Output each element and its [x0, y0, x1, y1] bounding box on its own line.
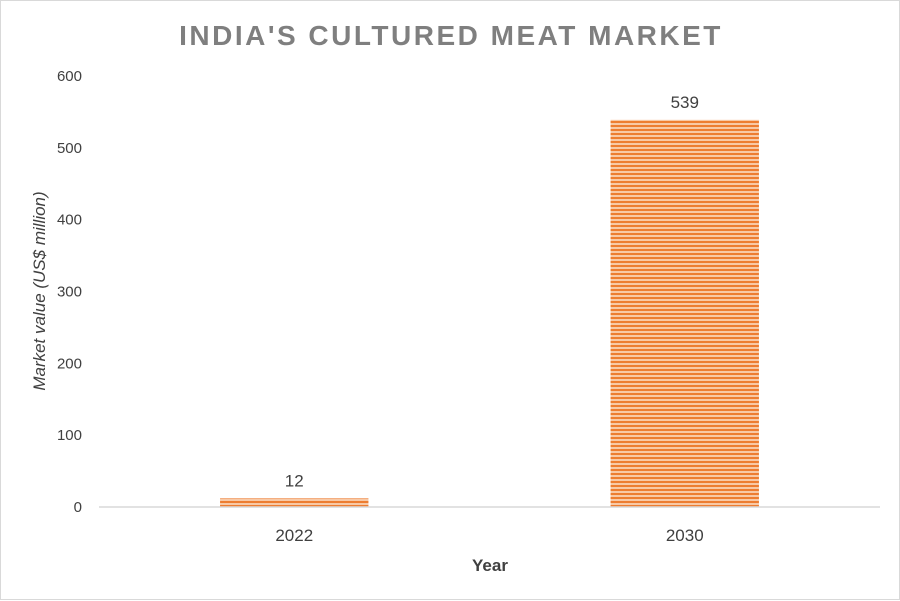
chart-title: INDIA'S CULTURED MEAT MARKET: [179, 20, 723, 51]
data-labels: 12 539: [285, 93, 699, 491]
y-axis-title: Market value (US$ million): [30, 191, 49, 390]
data-label: 12: [285, 471, 304, 490]
bar-2030: [610, 119, 759, 508]
y-axis-ticks: 0 100 200 300 400 500 600: [57, 68, 82, 516]
x-tick-label: 2022: [275, 526, 313, 545]
y-tick-label: 500: [57, 140, 82, 157]
y-tick-label: 600: [57, 68, 82, 85]
y-tick-label: 100: [57, 427, 82, 444]
bar-2022: [220, 498, 369, 507]
y-tick-label: 0: [74, 499, 82, 516]
y-tick-label: 300: [57, 284, 82, 301]
x-tick-label: 2030: [666, 526, 704, 545]
data-label: 539: [671, 93, 699, 112]
y-tick-label: 200: [57, 355, 82, 372]
bars: [220, 119, 759, 508]
x-axis-categories: 2022 2030: [275, 526, 703, 545]
x-axis-title: Year: [472, 556, 508, 575]
y-tick-label: 400: [57, 212, 82, 229]
